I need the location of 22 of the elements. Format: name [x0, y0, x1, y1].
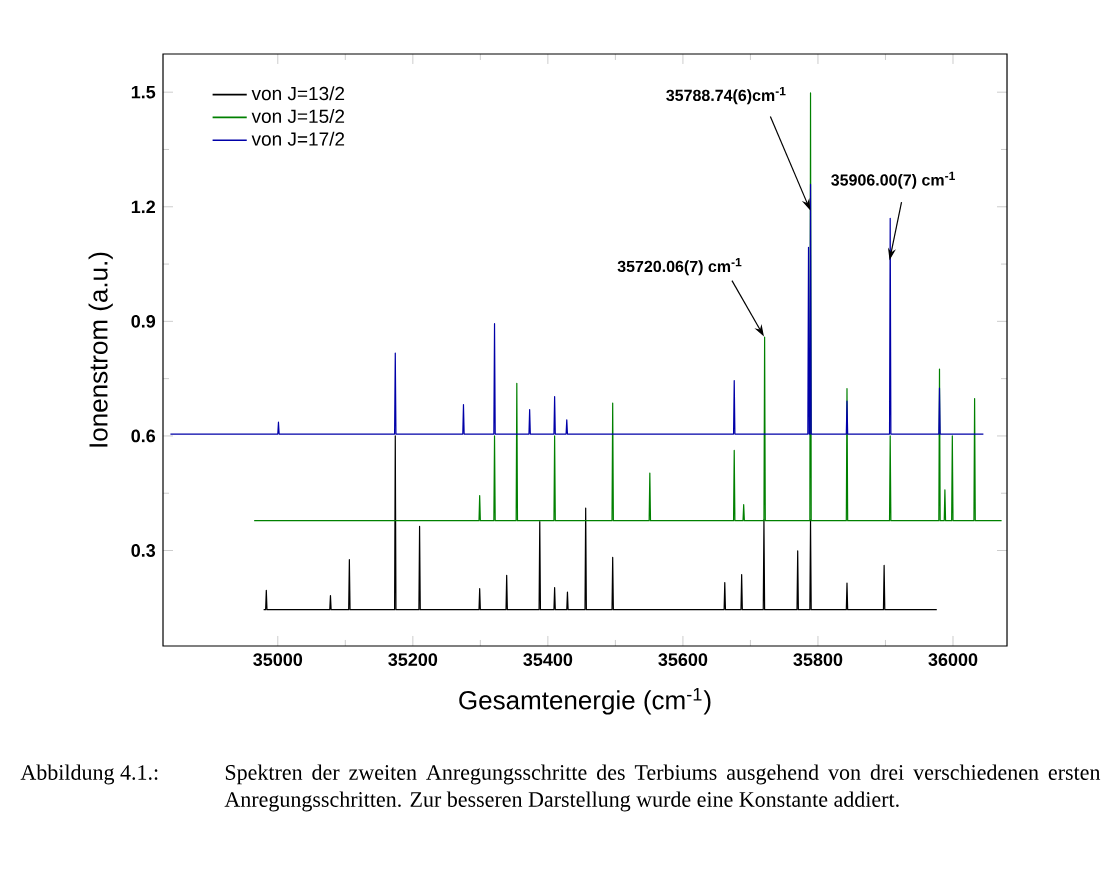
y-tick-label: 1.2	[131, 200, 156, 214]
x-tick-label: 35200	[388, 653, 438, 667]
annotation: 35906.00(7) cm$^{-1}$	[831, 171, 955, 189]
line-series	[263, 435, 938, 611]
legend-label: von J=13/2	[251, 86, 345, 101]
y-axis-title: Ionenstrom (a.u.)	[88, 252, 113, 447]
annotation: 35788.74(6)cm$^{-1}$	[666, 86, 786, 105]
text: Spektren der zweiten Anregungsschritte des Terbiums ausgehend von drei verschiedenen ersten Anregungsschritten. Zur besseren Darstellung wurde eine Konstante addiert.	[224, 764, 1101, 812]
text: Abbildung 4.1.:	[20, 764, 158, 785]
y-tick-label: 0.6	[131, 429, 156, 443]
x-tick-label: 35400	[523, 653, 573, 667]
y-tick-label: 1.5	[131, 85, 156, 99]
legend-label: von J=17/2	[251, 131, 345, 146]
x-tick-label: 35000	[253, 653, 303, 667]
y-tick-label: 0.3	[131, 544, 156, 557]
y-tick-label: 0.9	[131, 314, 156, 328]
x-tick-label: 35600	[658, 653, 708, 667]
annotation: 35720.06(7) cm$^{-1}$	[617, 258, 742, 276]
x-axis-title: Gesamtenergie (cm$^{-1}$)	[459, 687, 711, 715]
x-tick-label: 36000	[928, 653, 978, 667]
x-tick-label: 35800	[793, 653, 843, 667]
legend-label: von J=15/2	[251, 109, 345, 123]
